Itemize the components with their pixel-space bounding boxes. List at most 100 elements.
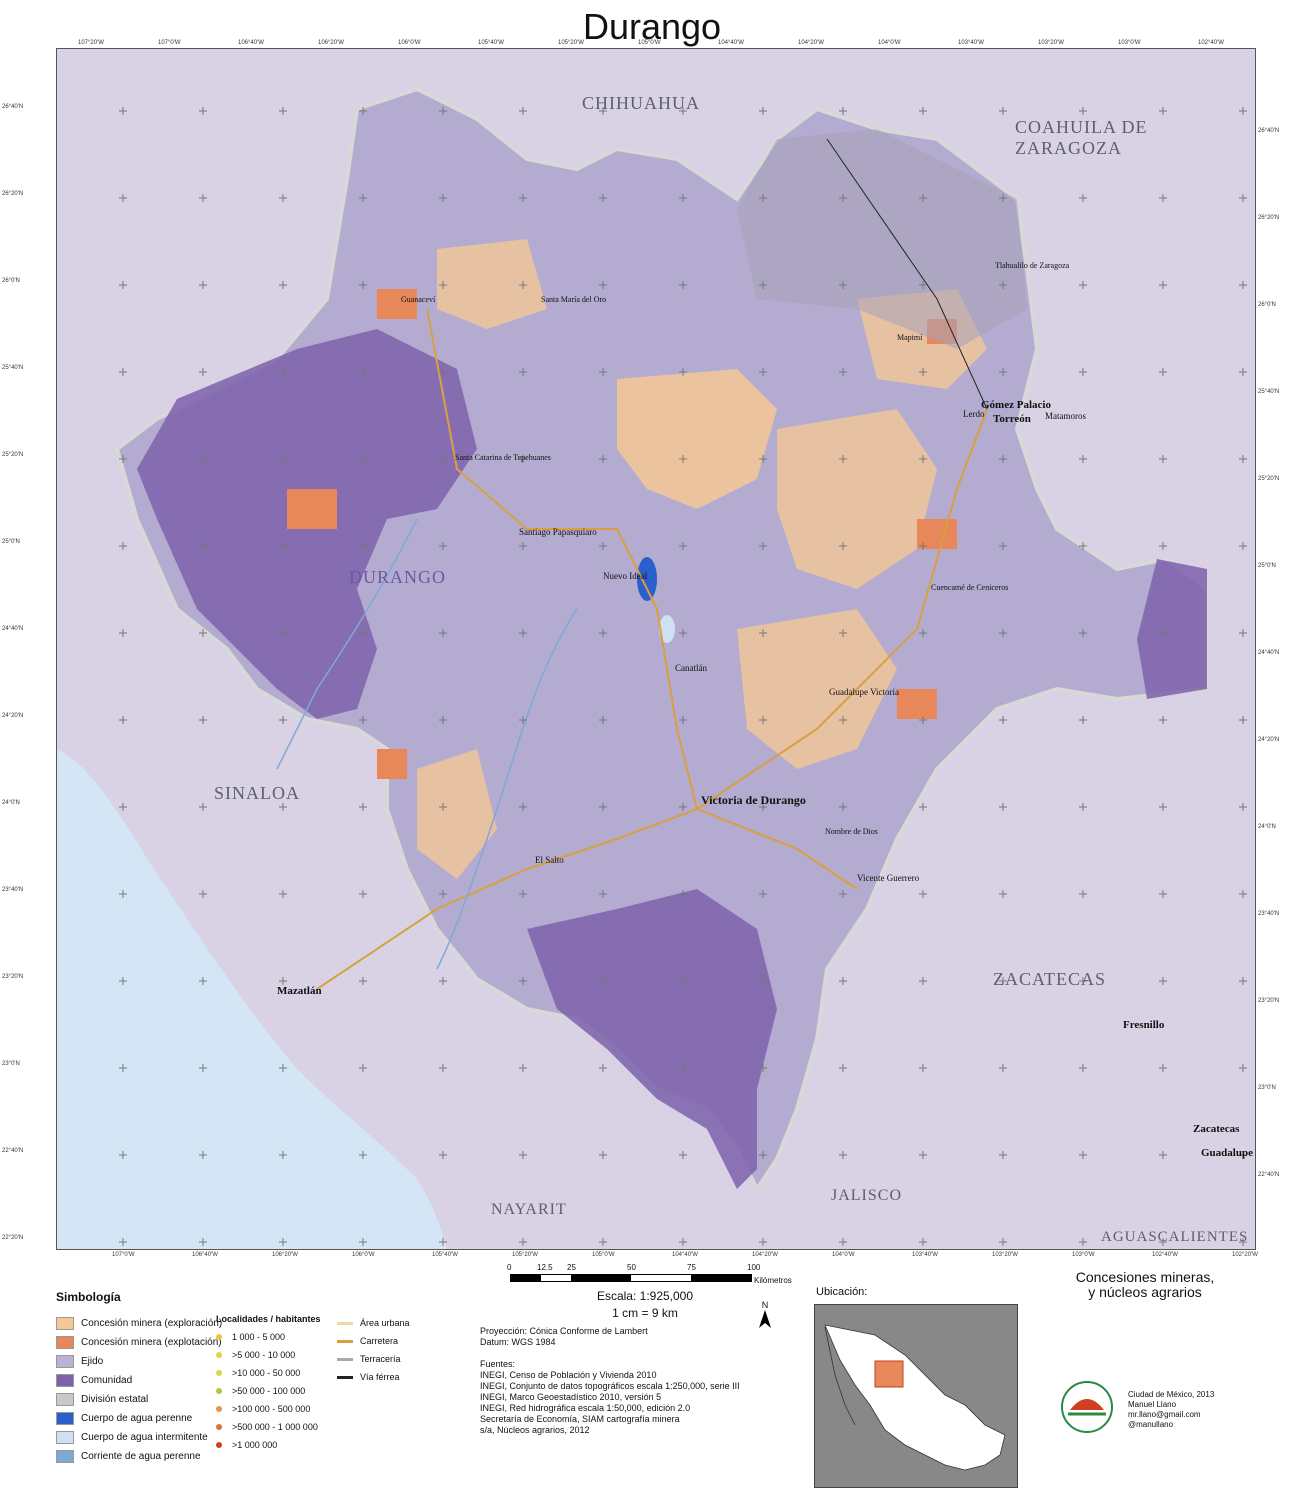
left-tick-label: 24°20'N <box>2 713 24 719</box>
graticule-cross <box>919 890 927 898</box>
credit-line: Manuel Llano <box>1128 1400 1177 1409</box>
top-tick-label: 104°0'W <box>878 40 901 46</box>
graticule-cross <box>199 542 207 550</box>
left-tick-label: 23°40'N <box>2 887 24 893</box>
river-south <box>436 608 578 970</box>
legend-item-label: Corriente de agua perenne <box>81 1451 201 1462</box>
left-tick-label: 24°0'N <box>2 800 20 806</box>
city-nombre-de-dios[interactable]: Nombre de Dios <box>825 827 878 836</box>
graticule-cross <box>839 977 847 985</box>
city-tepehuanes[interactable]: Santa Catarina de Tepehuanes <box>455 453 551 462</box>
infrastructure-item: Vía férrea <box>337 1368 410 1386</box>
city-gomez-palacio[interactable]: Gómez Palacio <box>981 399 1051 411</box>
concession-south-east <box>737 609 897 769</box>
graticule-cross <box>1239 368 1247 376</box>
bottom-tick-label: 103°20'W <box>992 1252 1018 1258</box>
location-title: Ubicación: <box>816 1286 868 1298</box>
graticule-cross <box>599 455 607 463</box>
graticule-cross <box>839 368 847 376</box>
graticule-cross <box>1239 803 1247 811</box>
state-label-jalisco: JALISCO <box>831 1187 903 1204</box>
graticule-cross <box>919 107 927 115</box>
state-label-zacatecas: ZACATECAS <box>993 969 1107 989</box>
graticule-cross <box>759 194 767 202</box>
city-mapimi[interactable]: Mapimí <box>897 333 923 342</box>
right-tick-label: 24°40'N <box>1258 650 1280 656</box>
graticule-cross <box>759 281 767 289</box>
mine-san-dimas <box>377 749 407 779</box>
city-fresnillo[interactable]: Fresnillo <box>1123 1019 1165 1031</box>
left-tick-label: 24°40'N <box>2 626 24 632</box>
infrastructure-item: Terracería <box>337 1350 410 1368</box>
top-tick-label: 103°40'W <box>958 40 984 46</box>
legend-swatch <box>56 1431 74 1444</box>
graticule-cross <box>519 1238 527 1246</box>
graticule-cross <box>679 803 687 811</box>
graticule-cross <box>279 368 287 376</box>
graticule-cross <box>1079 107 1087 115</box>
graticule-cross <box>1239 455 1247 463</box>
graticule-cross <box>1159 803 1167 811</box>
infrastructure-label: Área urbana <box>360 1318 410 1328</box>
city-santa-maria-del-oro[interactable]: Santa María del Oro <box>541 295 607 304</box>
credit-line: Ciudad de México, 2013 <box>1128 1390 1215 1399</box>
localidad-label: >10 000 - 50 000 <box>232 1368 301 1378</box>
city-el-salto[interactable]: El Salto <box>535 855 564 865</box>
city-santiago-papasquiaro[interactable]: Santiago Papasquiaro <box>519 527 597 537</box>
city-nuevo-ideal[interactable]: Nuevo Ideal <box>603 571 648 581</box>
graticule-cross <box>1079 542 1087 550</box>
city-zacatecas[interactable]: Zacatecas <box>1193 1123 1240 1135</box>
city-canatlan[interactable]: Canatlán <box>675 663 707 673</box>
graticule-cross <box>1159 455 1167 463</box>
localidad-item: >1 000 000 <box>216 1436 321 1454</box>
sources-title: Fuentes: <box>480 1359 516 1369</box>
graticule-cross <box>119 107 127 115</box>
graticule-cross <box>439 194 447 202</box>
top-tick-label: 105°40'W <box>478 40 504 46</box>
graticule-cross <box>199 890 207 898</box>
city-mazatlan[interactable]: Mazatlán <box>277 985 322 997</box>
graticule-cross <box>439 455 447 463</box>
bottom-tick-label: 105°0'W <box>592 1252 615 1258</box>
city-guadalupe-victoria[interactable]: Guadalupe Victoria <box>829 687 900 697</box>
graticule-cross <box>359 716 367 724</box>
graticule-cross <box>999 1151 1007 1159</box>
graticule-cross <box>1239 107 1247 115</box>
graticule-cross <box>999 977 1007 985</box>
graticule-cross <box>679 1238 687 1246</box>
graticule-cross <box>1159 542 1167 550</box>
city-guanacevi[interactable]: Guanaceví <box>401 295 436 304</box>
graticule-cross <box>1159 194 1167 202</box>
legend-item: Comunidad <box>56 1371 222 1390</box>
city-vicente-guerrero[interactable]: Vicente Guerrero <box>857 873 920 883</box>
graticule-cross <box>439 368 447 376</box>
location-inset-map <box>814 1304 1018 1488</box>
city-cuencame[interactable]: Cuencamé de Ceniceros <box>931 583 1009 592</box>
map-title: Durango <box>582 6 722 47</box>
localidad-label: >50 000 - 100 000 <box>232 1386 306 1396</box>
legend-swatch <box>56 1374 74 1387</box>
road-mazatlan <box>316 808 698 990</box>
graticule-cross <box>359 455 367 463</box>
graticule-cross <box>679 1064 687 1072</box>
source-line: Secretaría de Economía, SIAM cartografía… <box>480 1414 680 1424</box>
city-tlahualilo[interactable]: Tlahualilo de Zaragoza <box>995 261 1070 270</box>
graticule-cross <box>599 803 607 811</box>
graticule-cross <box>519 1064 527 1072</box>
durango-locator <box>874 1360 904 1388</box>
graticule-cross <box>599 368 607 376</box>
graticule-cross <box>759 716 767 724</box>
city-torreon[interactable]: Torreón <box>993 413 1031 425</box>
legend-swatch <box>56 1355 74 1368</box>
city-lerdo[interactable]: Lerdo <box>963 409 985 419</box>
city-victoria-de-durango[interactable]: Victoria de Durango <box>701 793 806 807</box>
map-canvas[interactable]: CHIHUAHUA COAHUILA DE ZARAGOZA DURANGO S… <box>56 48 1256 1250</box>
graticule-cross <box>679 629 687 637</box>
graticule-cross <box>519 977 527 985</box>
bottom-tick-label: 104°0'W <box>832 1252 855 1258</box>
city-guadalupe[interactable]: Guadalupe <box>1201 1147 1253 1159</box>
graticule-cross <box>759 368 767 376</box>
graticule-cross <box>439 107 447 115</box>
graticule-cross <box>439 1064 447 1072</box>
city-matamoros[interactable]: Matamoros <box>1045 411 1086 421</box>
